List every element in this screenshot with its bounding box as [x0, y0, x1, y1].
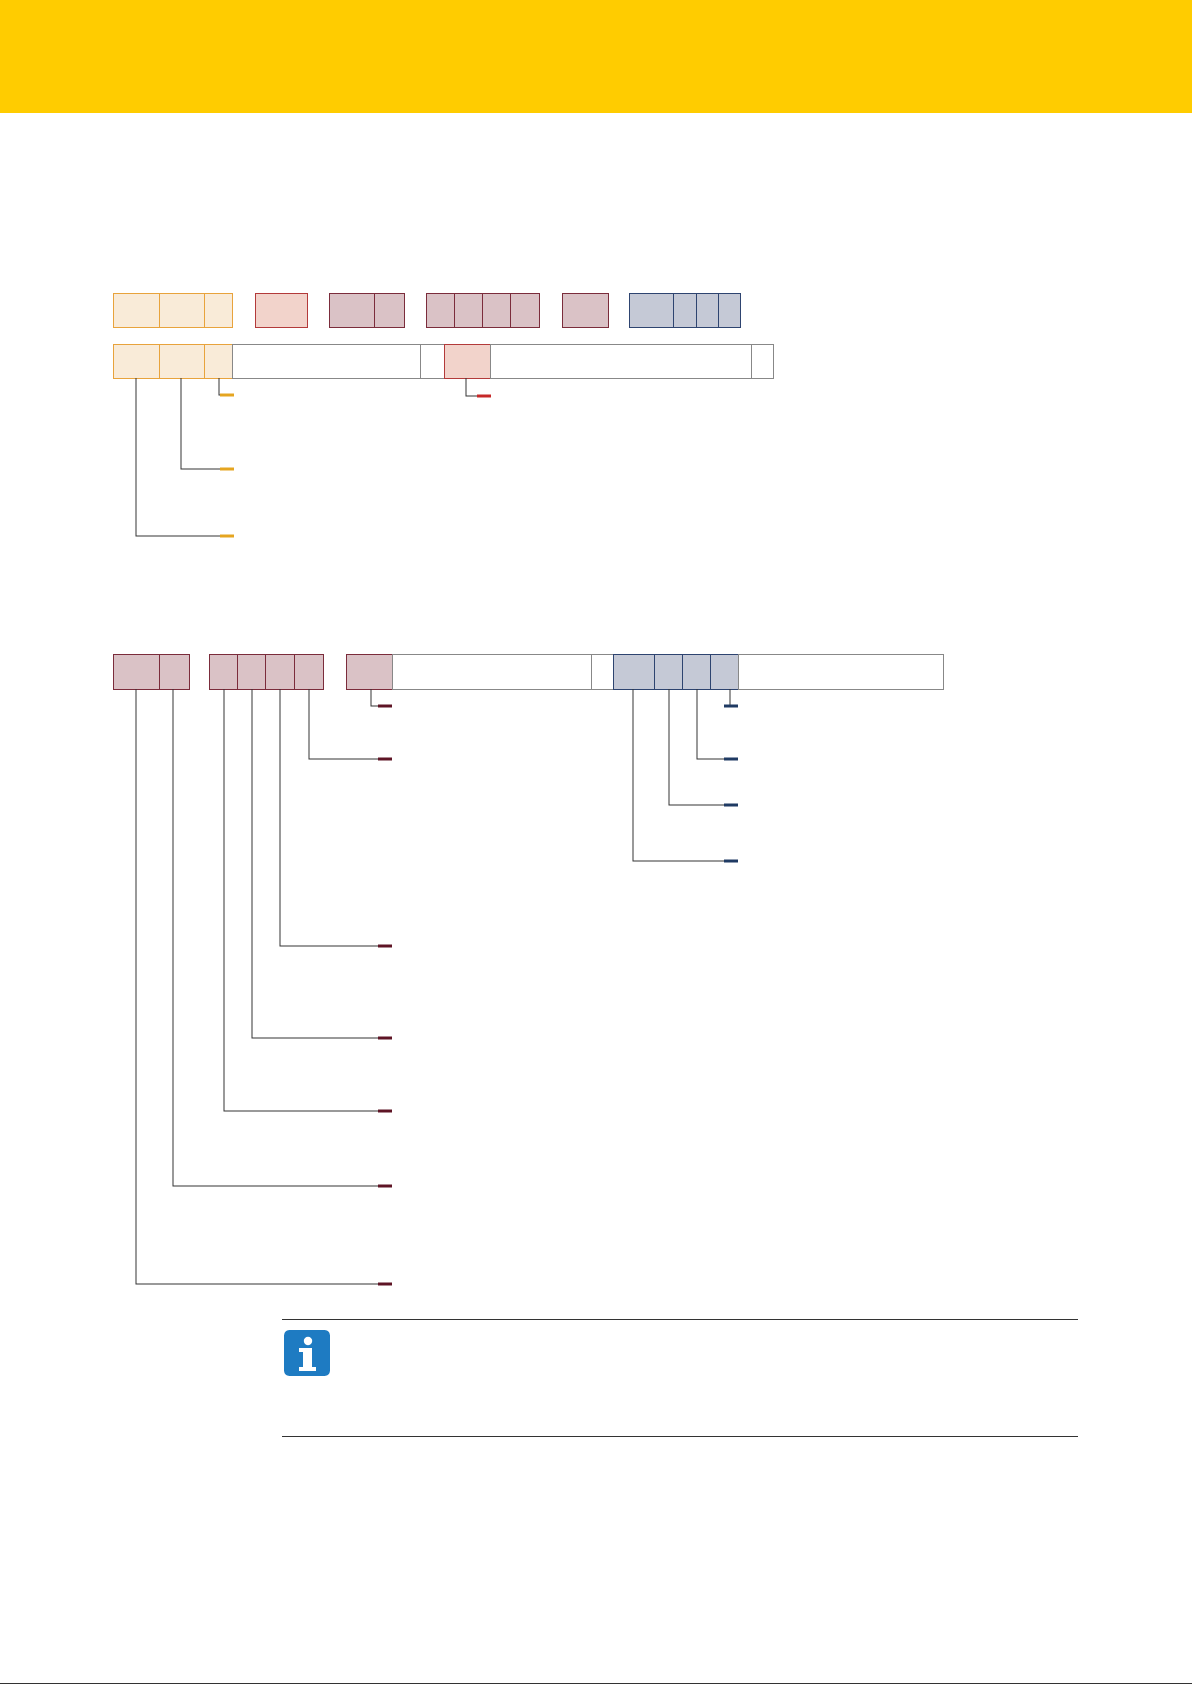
- overview-cell-3: [204, 293, 233, 328]
- leader-r2-maroon-f: [172, 689, 378, 1187]
- marker-r1-bit1: [220, 534, 234, 538]
- overview-cell-4: [255, 293, 308, 328]
- register1-cell-5: [420, 344, 445, 379]
- leader-r1-red: [465, 378, 477, 397]
- marker-r1-bit3: [220, 393, 234, 397]
- marker-r2-maroon-g: [378, 1282, 392, 1286]
- overview-cell-11: [562, 293, 609, 328]
- register1-cell-3: [204, 344, 233, 379]
- info-note: [282, 1319, 1078, 1437]
- leader-r2-maroon-g: [135, 689, 378, 1285]
- leader-r2-maroon-d: [251, 689, 378, 1039]
- register2-cell-6: [294, 654, 324, 690]
- register1-cell-4: [232, 344, 421, 379]
- register2-cell-11: [654, 654, 683, 690]
- marker-r1-bit2: [220, 467, 234, 471]
- register2-cell-10: [613, 654, 655, 690]
- marker-r2-blue-b: [724, 757, 738, 761]
- marker-r2-maroon-c: [378, 944, 392, 948]
- overview-cell-2: [159, 293, 205, 328]
- leader-r2-blue-c: [668, 689, 724, 806]
- leader-r2-blue-d: [632, 689, 724, 862]
- leader-r2-maroon-a: [370, 689, 378, 707]
- marker-r2-maroon-d: [378, 1036, 392, 1040]
- overview-cell-1: [113, 293, 160, 328]
- marker-r2-blue-a: [724, 704, 738, 708]
- leader-r2-maroon-e: [223, 689, 378, 1112]
- register1-cell-8: [751, 344, 774, 379]
- marker-r2-maroon-a: [378, 704, 392, 708]
- leader-r2-blue-b: [696, 689, 724, 760]
- leader-r1-bit3: [218, 378, 220, 396]
- register2-cell-8: [392, 654, 592, 690]
- overview-cell-6: [374, 293, 405, 328]
- register2-cell-5: [265, 654, 295, 690]
- marker-r2-maroon-e: [378, 1109, 392, 1113]
- register1-cell-1: [113, 344, 160, 379]
- overview-cell-13: [673, 293, 697, 328]
- register2-cell-2: [159, 654, 190, 690]
- info-icon: [284, 1330, 330, 1376]
- register-diagram: [113, 293, 944, 1286]
- overview-cell-15: [718, 293, 741, 328]
- overview-cell-10: [510, 293, 540, 328]
- overview-cell-14: [696, 293, 719, 328]
- register2-cell-4: [237, 654, 266, 690]
- overview-cell-5: [329, 293, 375, 328]
- leader-r2-blue-a: [724, 689, 731, 707]
- register2-cell-7: [346, 654, 393, 690]
- leader-r1-bit1: [135, 378, 220, 537]
- header-bar: [0, 0, 1192, 113]
- leader-r2-maroon-b: [308, 689, 378, 760]
- register2-cell-14: [738, 654, 944, 690]
- register2-cell-9: [591, 654, 614, 690]
- register2-cell-3: [209, 654, 238, 690]
- leader-r2-maroon-c: [279, 689, 378, 947]
- register2-cell-12: [682, 654, 711, 690]
- footer-rule: [0, 1683, 1192, 1684]
- register1-cell-2: [159, 344, 205, 379]
- marker-r2-maroon-b: [378, 757, 392, 761]
- overview-cell-9: [482, 293, 511, 328]
- marker-r2-blue-c: [724, 803, 738, 807]
- register2-cell-13: [710, 654, 739, 690]
- leader-r1-bit2: [180, 378, 220, 470]
- marker-r1-red: [477, 394, 491, 398]
- marker-r2-blue-d: [724, 859, 738, 863]
- marker-r2-maroon-f: [378, 1184, 392, 1188]
- register1-cell-7: [490, 344, 752, 379]
- overview-cell-8: [454, 293, 483, 328]
- register2-cell-1: [113, 654, 160, 690]
- overview-cell-7: [426, 293, 455, 328]
- overview-cell-12: [629, 293, 674, 328]
- register1-cell-6: [444, 344, 491, 379]
